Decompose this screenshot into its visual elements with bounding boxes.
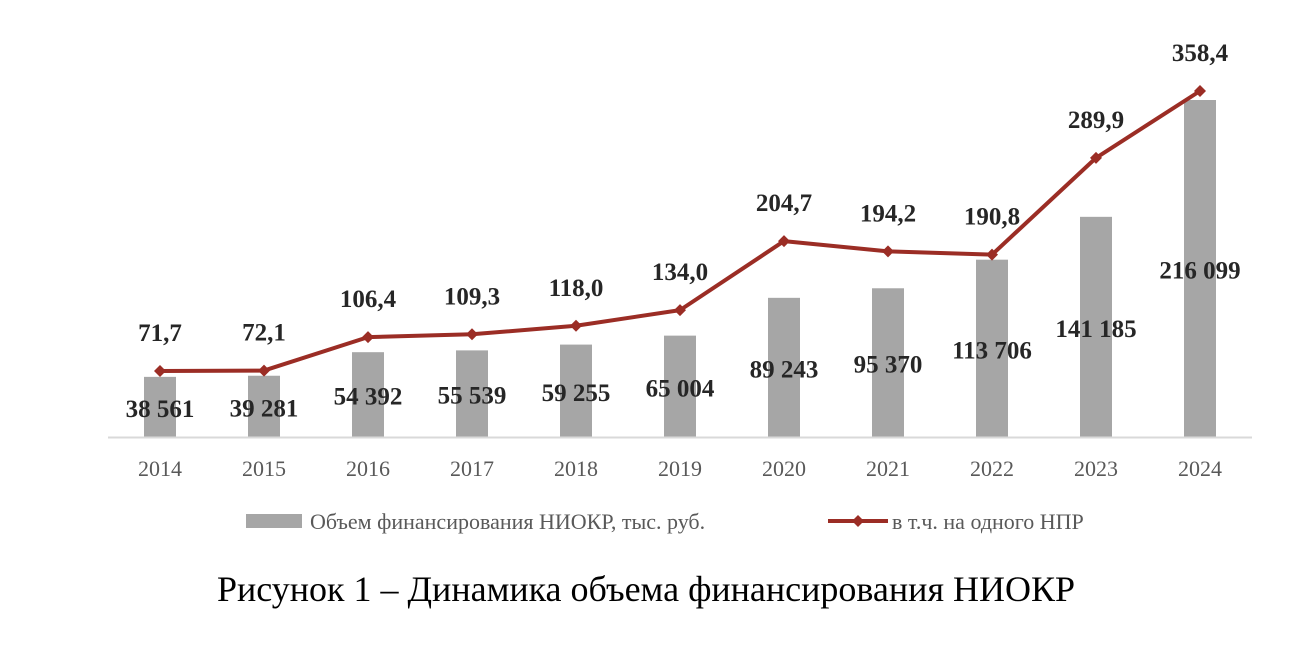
figure-caption: Рисунок 1 – Динамика объема финансирован… (216, 569, 1076, 609)
line-point-2021 (882, 245, 894, 258)
bar-value-label: 55 539 (438, 383, 507, 410)
bar-2022 (976, 259, 1008, 437)
bar-2014 (144, 376, 176, 437)
legend-bar-label: Объем финансирования НИОКР, тыс. руб. (310, 509, 705, 534)
line-value-label: 72,1 (242, 320, 286, 347)
bar-value-label: 89 243 (750, 356, 819, 383)
line-value-label: 204,7 (756, 190, 812, 217)
line-value-label: 190,8 (964, 204, 1020, 231)
x-tick-label: 2014 (138, 456, 182, 481)
line-series (159, 89, 1202, 373)
bar-value-label: 141 185 (1055, 316, 1136, 343)
x-tick-label: 2015 (242, 456, 286, 481)
line-point-2023 (1090, 151, 1102, 164)
line-point-2018 (570, 319, 582, 332)
bar-2023 (1080, 216, 1112, 437)
x-tick-label: 2017 (450, 456, 494, 481)
line-point-2020 (778, 235, 790, 248)
x-tick-label: 2018 (554, 456, 598, 481)
bar-2017 (456, 350, 488, 437)
line-point-2024 (1194, 85, 1206, 97)
line-value-label: 358,4 (1172, 40, 1229, 67)
x-tick-label: 2021 (866, 456, 910, 481)
x-tick-label: 2016 (346, 456, 390, 481)
bar-value-label: 39 281 (230, 395, 299, 422)
chart: 38 561 39 281 54 392 55 539 59 255 65 004 89 2… (108, 40, 1252, 534)
line-value-label: 289,9 (1068, 107, 1124, 134)
line-value-label: 106,4 (340, 286, 397, 313)
line-value-label: 134,0 (652, 259, 708, 286)
x-tick-label: 2022 (970, 456, 1014, 481)
line-value-label: 118,0 (549, 275, 604, 302)
line-point-2022 (986, 248, 998, 261)
bar-2016 (352, 352, 384, 437)
bar-value-label: 113 706 (952, 337, 1032, 364)
line-point-2017 (466, 328, 478, 341)
bar-value-label: 38 561 (126, 396, 195, 423)
line-value-label: 71,7 (138, 320, 182, 347)
line-point-2015 (258, 364, 270, 377)
line-value-label: 109,3 (444, 283, 500, 310)
bar-value-label: 216 099 (1159, 258, 1240, 285)
legend-line-label: в т.ч. на одного НПР (892, 509, 1084, 534)
x-tick-label: 2019 (658, 456, 702, 481)
chart-svg: 38 561 39 281 54 392 55 539 59 255 65 004 89 2… (108, 40, 1252, 534)
legend-line-marker (852, 515, 864, 527)
line-point-2016 (362, 331, 374, 344)
bar-value-label: 59 255 (542, 380, 611, 407)
x-tick-label: 2023 (1074, 456, 1118, 481)
bar-2020 (768, 297, 800, 437)
bar-value-label: 54 392 (334, 384, 403, 411)
bar-value-label: 65 004 (646, 375, 715, 402)
x-tick-label: 2024 (1178, 456, 1222, 481)
bar-2018 (560, 344, 592, 437)
bar-value-label: 95 370 (854, 352, 923, 379)
bar-2024 (1184, 100, 1216, 437)
line-point-2019 (674, 304, 686, 317)
line-value-label: 194,2 (860, 200, 916, 227)
line-point-2014 (154, 364, 166, 377)
x-tick-label: 2020 (762, 456, 806, 481)
bar-2015 (248, 375, 280, 437)
bar-2019 (664, 335, 696, 437)
legend-bar-swatch (246, 514, 302, 528)
bar-2021 (872, 288, 904, 437)
